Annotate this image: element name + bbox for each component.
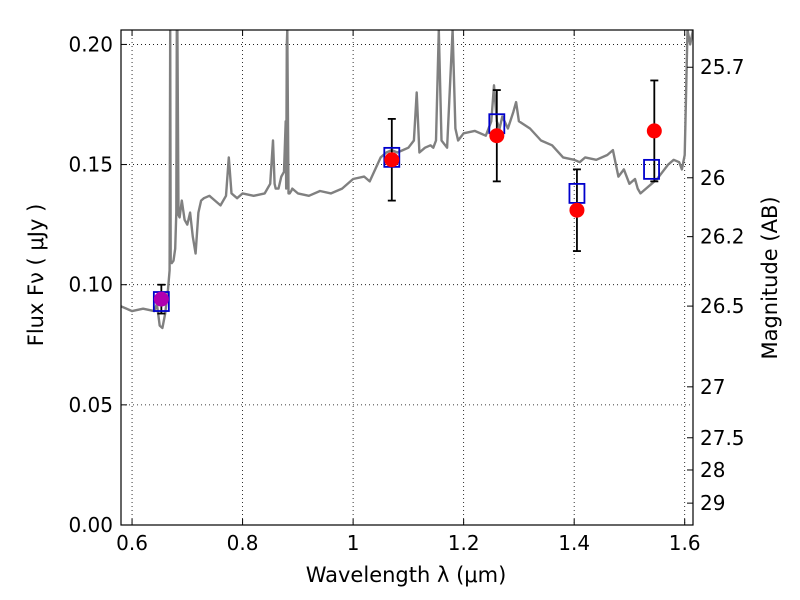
y-tick-label: 0.15 — [68, 153, 113, 177]
y-right-tick-label: 27.5 — [700, 426, 745, 450]
observed-point — [153, 291, 169, 307]
grid-lines — [121, 30, 693, 526]
plot-frame — [120, 29, 694, 526]
observed-point — [384, 152, 400, 168]
model-point — [643, 158, 660, 180]
y-right-tick-label: 26.2 — [700, 225, 745, 249]
x-tick-label: 0.6 — [116, 531, 148, 555]
y-right-tick-label: 29 — [700, 491, 725, 515]
y-right-tick-label: 26 — [700, 166, 725, 190]
y-right-tick-label: 25.7 — [700, 55, 745, 79]
ticks: 0.6 0.8 1 1.2 1.4 1.6 0.00 0.05 0.10 0.15 0.20 25.7… — [68, 30, 745, 555]
data-layer — [121, 30, 693, 330]
x-tick-label: 1.4 — [558, 531, 590, 555]
y-right-tick-label: 27 — [700, 375, 725, 399]
y-tick-label: 0.10 — [68, 273, 113, 297]
y-axis-right-label: Magnitude (AB) — [758, 196, 782, 359]
x-tick-label: 1.2 — [448, 531, 480, 555]
observed-point — [646, 123, 662, 139]
observed-point — [569, 202, 585, 218]
x-tick-label: 1.6 — [669, 531, 701, 555]
x-tick-label: 1 — [347, 531, 360, 555]
y-right-tick-label: 28 — [700, 458, 725, 482]
y-tick-label: 0.05 — [68, 393, 113, 417]
x-axis-label: Wavelength λ (μm) — [306, 563, 507, 587]
y-tick-label: 0.20 — [68, 32, 113, 56]
x-tick-label: 0.8 — [227, 531, 259, 555]
observed-point — [489, 128, 505, 144]
spectrum-line — [121, 30, 693, 330]
y-axis-label: Flux Fν ( μJy ) — [24, 204, 48, 347]
y-right-tick-label: 26.5 — [700, 294, 745, 318]
y-tick-label: 0.00 — [68, 513, 113, 537]
